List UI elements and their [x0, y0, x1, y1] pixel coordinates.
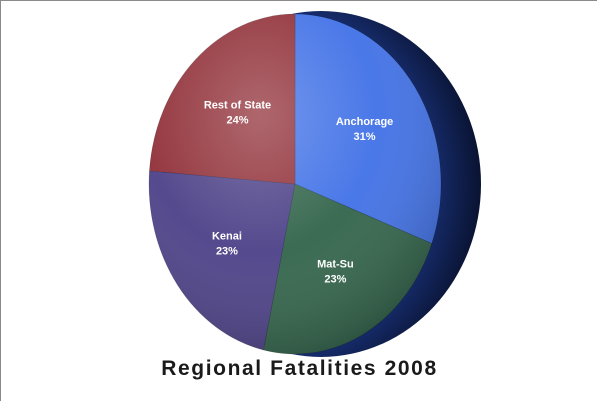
slice-value-rest-of-state: 24% [226, 115, 248, 127]
slice-label-anchorage: Anchorage [336, 116, 393, 128]
slice-value-mat-su: 23% [324, 274, 346, 286]
slice-label-rest-of-state: Rest of State [204, 100, 271, 112]
slice-value-anchorage: 31% [354, 131, 376, 143]
pie-labels: Anchorage 31% Mat-Su 23% Kenai 23% Rest of Sta… [204, 100, 393, 286]
pie-slices [148, 13, 442, 355]
slice-label-kenai: Kenai [212, 231, 242, 243]
slice-label-mat-su: Mat-Su [317, 259, 354, 271]
chart-title: Regional Fatalities 2008 [161, 357, 438, 380]
slice-value-kenai: 23% [216, 246, 238, 258]
